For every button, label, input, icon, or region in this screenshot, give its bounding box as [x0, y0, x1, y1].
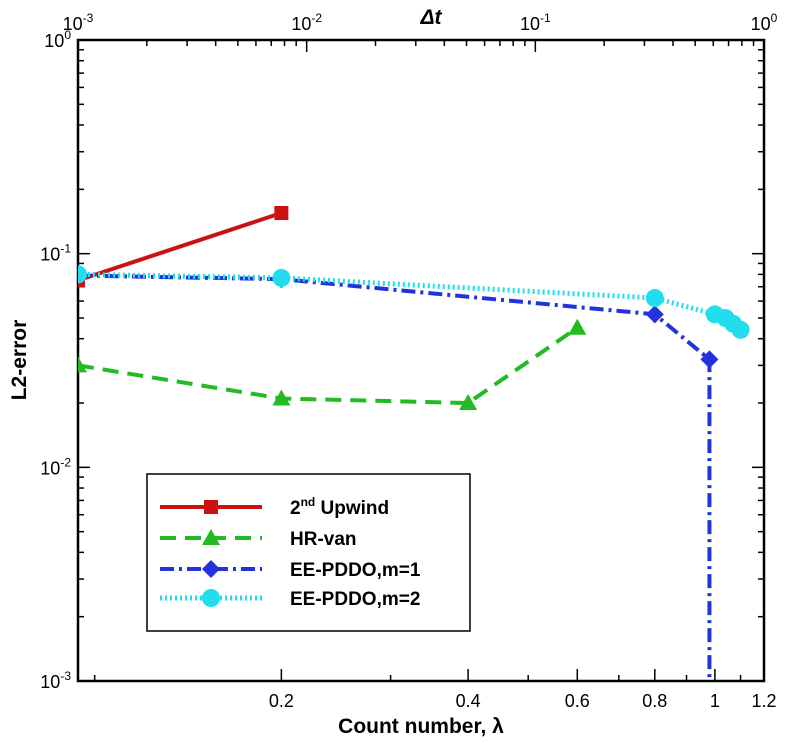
- x2-tick-label: 10-2: [291, 11, 322, 34]
- series-line-hrvan: [78, 326, 579, 406]
- y-tick-label: 10-3: [40, 669, 71, 692]
- x-tick-label: 1.2: [751, 691, 776, 711]
- legend-label-eem1: EE-PDDO,m=1: [290, 560, 421, 581]
- series-eem2: [78, 265, 750, 339]
- x-tick-label: 0.6: [565, 691, 590, 711]
- legend: 2nd Upwind HR-van EE-PDDO,m=1 EE-PDDO,m=2: [146, 473, 471, 632]
- data-point-upwind: [274, 205, 289, 220]
- data-point-hrvan: [568, 318, 587, 335]
- legend-box: [146, 473, 471, 632]
- x2-tick-label: 10-3: [63, 11, 94, 34]
- legend-label-hrvan: HR-van: [290, 529, 357, 550]
- x-axis-title: Count number, λ: [338, 715, 504, 738]
- x-tick-label: 0.8: [642, 691, 667, 711]
- legend-marker-upwind: [204, 500, 218, 514]
- legend-marker-hrvan: [202, 529, 220, 545]
- data-point-eem2: [645, 289, 664, 308]
- data-point-eem1: [700, 350, 719, 369]
- series-hrvan: [78, 318, 587, 411]
- data-point-eem1: [645, 305, 664, 324]
- legend-marker-eem1: [202, 560, 220, 578]
- y-tick-label: 100: [44, 28, 71, 51]
- x2-tick-label: 100: [751, 11, 778, 34]
- x2-tick-label: 10-1: [520, 11, 551, 34]
- y-tick-label: 10-2: [40, 455, 71, 478]
- x-tick-label: 0.2: [269, 691, 294, 711]
- series-layer: [78, 205, 750, 681]
- data-point-hrvan: [272, 389, 291, 406]
- axis-ticks: [77, 39, 765, 682]
- data-point-eem2: [272, 268, 291, 287]
- x2-axis-title: Δt: [419, 6, 442, 29]
- y-axis-title: L2-error: [8, 320, 31, 401]
- y-tick-label: 10-1: [40, 242, 71, 265]
- x-tick-label: 1: [710, 691, 720, 711]
- data-point-eem2: [78, 265, 87, 284]
- legend-marker-eem2: [202, 589, 220, 607]
- series-line-upwind: [78, 211, 283, 283]
- data-point-hrvan: [459, 394, 478, 411]
- data-point-eem2: [731, 320, 750, 339]
- legend-label-eem2: EE-PDDO,m=2: [290, 589, 420, 610]
- data-point-hrvan: [78, 356, 87, 373]
- legend-label-upwind: 2nd Upwind: [290, 495, 389, 519]
- x-tick-label: 0.4: [456, 691, 481, 711]
